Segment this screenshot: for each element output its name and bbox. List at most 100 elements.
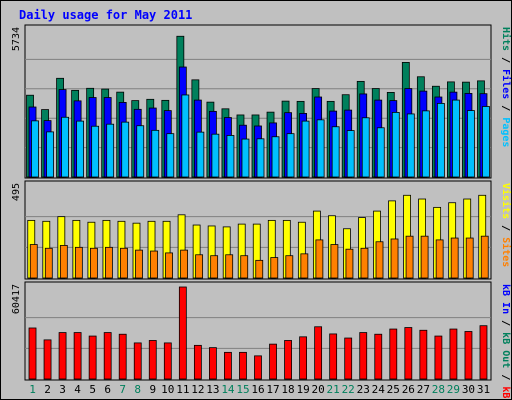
day-label-19: 19 bbox=[296, 383, 309, 396]
day-label-31: 31 bbox=[477, 383, 490, 396]
bar-kb-f-day-29 bbox=[449, 328, 458, 380]
legend-sites: Sites bbox=[500, 237, 512, 267]
bar-sites-day-19 bbox=[300, 253, 309, 279]
bar-sites-day-7 bbox=[120, 247, 128, 279]
panel-max-label: 5734 bbox=[11, 27, 22, 51]
bar-pages-day-7 bbox=[121, 121, 130, 178]
day-label-17: 17 bbox=[266, 383, 279, 396]
bar-sites-day-16 bbox=[255, 259, 264, 279]
panel-mid: 495 Visits / Sites bbox=[11, 180, 512, 280]
day-label-6: 6 bbox=[104, 383, 111, 396]
panel-legend: Visits / Sites bbox=[500, 183, 512, 267]
bar-pages-day-14 bbox=[226, 135, 235, 178]
bar-sites-day-14 bbox=[225, 254, 234, 279]
bar-sites-day-21 bbox=[330, 244, 339, 279]
legend-kb-f: kB F bbox=[500, 386, 511, 400]
bar-kb-f-day-22 bbox=[344, 337, 353, 380]
bar-kb-f-day-19 bbox=[299, 336, 308, 380]
bar-pages-day-12 bbox=[196, 131, 205, 178]
bar-kb-f-day-8 bbox=[133, 342, 142, 380]
legend-separator: / bbox=[500, 51, 511, 69]
bar-pages-day-11 bbox=[181, 94, 190, 178]
bar-kb-f-day-23 bbox=[359, 332, 368, 380]
legend-separator: / bbox=[500, 314, 511, 332]
bar-sites-day-4 bbox=[74, 246, 83, 279]
bar-pages-day-19 bbox=[301, 120, 310, 178]
bar-pages-day-25 bbox=[391, 112, 400, 178]
bar-pages-day-31 bbox=[482, 106, 490, 178]
bar-pages-day-1 bbox=[31, 120, 39, 178]
bar-sites-day-10 bbox=[165, 252, 173, 279]
day-label-22: 22 bbox=[342, 383, 355, 396]
legend-separator: / bbox=[500, 99, 511, 117]
bar-kb-f-day-17 bbox=[269, 343, 277, 380]
panel-legend: Hits / Files / Pages bbox=[500, 27, 512, 147]
bar-sites-day-13 bbox=[210, 255, 219, 279]
legend-separator: / bbox=[500, 219, 511, 237]
chart-panels: 5734 Hits / Files / Pages 495 Visits / Site… bbox=[11, 24, 512, 400]
bar-sites-day-17 bbox=[270, 257, 279, 279]
bar-sites-day-23 bbox=[360, 247, 369, 279]
bar-kb-f-day-16 bbox=[254, 355, 262, 380]
bar-kb-f-day-2 bbox=[43, 339, 52, 380]
legend-separator: / bbox=[500, 368, 511, 386]
bar-sites-day-24 bbox=[375, 241, 384, 279]
bar-pages-day-5 bbox=[91, 125, 100, 178]
bar-pages-day-28 bbox=[436, 103, 445, 178]
legend-hits: Hits bbox=[500, 27, 512, 51]
bar-kb-f-day-14 bbox=[224, 351, 232, 380]
bar-kb-f-day-6 bbox=[103, 332, 112, 380]
bar-kb-f-day-11 bbox=[178, 286, 187, 380]
day-label-1: 1 bbox=[29, 383, 36, 396]
bar-kb-f-day-24 bbox=[374, 333, 383, 380]
bar-kb-f-day-27 bbox=[419, 329, 428, 380]
bar-kb-f-day-31 bbox=[479, 325, 488, 380]
bar-kb-f-day-15 bbox=[239, 351, 247, 380]
panel-max-label: 60417 bbox=[11, 284, 22, 314]
bar-pages-day-17 bbox=[271, 136, 280, 178]
bar-pages-day-2 bbox=[46, 131, 54, 178]
bar-pages-day-16 bbox=[256, 138, 265, 178]
bar-pages-day-15 bbox=[241, 138, 250, 178]
bar-pages-day-24 bbox=[376, 127, 385, 178]
day-label-8: 8 bbox=[134, 383, 141, 396]
day-label-14: 14 bbox=[221, 383, 235, 396]
bar-sites-day-15 bbox=[240, 255, 249, 279]
day-label-25: 25 bbox=[387, 383, 400, 396]
bar-kb-f-day-18 bbox=[284, 340, 292, 380]
bar-kb-f-day-20 bbox=[314, 326, 323, 380]
day-label-28: 28 bbox=[432, 383, 445, 396]
bar-pages-day-20 bbox=[316, 119, 325, 178]
bar-sites-day-8 bbox=[135, 249, 143, 279]
bar-sites-day-25 bbox=[390, 238, 399, 279]
legend-visits: Visits bbox=[500, 183, 512, 219]
day-label-23: 23 bbox=[357, 383, 370, 396]
bar-pages-day-4 bbox=[76, 120, 85, 178]
day-label-2: 2 bbox=[44, 383, 51, 396]
day-label-10: 10 bbox=[161, 383, 174, 396]
bar-kb-f-day-10 bbox=[163, 342, 172, 380]
bar-sites-day-22 bbox=[345, 248, 354, 279]
bar-sites-day-12 bbox=[195, 254, 204, 279]
bar-sites-day-26 bbox=[405, 235, 414, 279]
day-label-16: 16 bbox=[251, 383, 264, 396]
bar-kb-f-day-9 bbox=[148, 340, 157, 380]
bar-pages-day-21 bbox=[331, 126, 340, 178]
bar-sites-day-18 bbox=[285, 255, 294, 279]
panel-max-label: 495 bbox=[11, 183, 22, 201]
chart-title: Daily usage for May 2011 bbox=[19, 8, 192, 22]
day-label-21: 21 bbox=[327, 383, 340, 396]
bar-sites-day-3 bbox=[59, 245, 68, 279]
day-label-13: 13 bbox=[206, 383, 219, 396]
bar-sites-day-29 bbox=[450, 237, 459, 279]
day-label-3: 3 bbox=[59, 383, 66, 396]
bar-sites-day-1 bbox=[29, 244, 38, 279]
bar-sites-day-2 bbox=[44, 247, 53, 279]
day-label-5: 5 bbox=[89, 383, 96, 396]
bar-pages-day-6 bbox=[106, 123, 115, 178]
bar-pages-day-26 bbox=[406, 113, 415, 178]
bar-pages-day-8 bbox=[136, 125, 145, 178]
panel-legend: kB In / kB Out / kB F bbox=[500, 284, 511, 400]
bar-sites-day-9 bbox=[150, 250, 158, 279]
bar-sites-day-28 bbox=[435, 239, 444, 279]
